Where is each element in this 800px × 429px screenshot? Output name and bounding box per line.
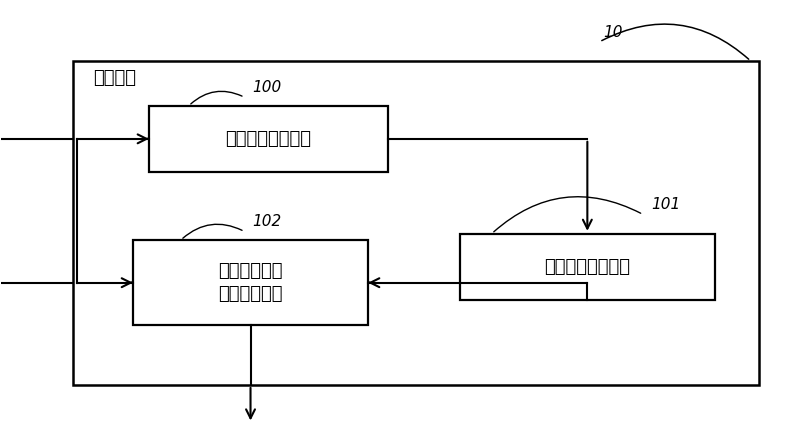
Text: 校准因子计算模块: 校准因子计算模块 bbox=[226, 130, 311, 148]
Bar bbox=[73, 61, 758, 385]
Text: 102: 102 bbox=[253, 214, 282, 230]
Text: 10: 10 bbox=[603, 25, 622, 40]
Text: 101: 101 bbox=[651, 197, 680, 212]
Bar bbox=[149, 106, 388, 172]
Text: 校准装置: 校准装置 bbox=[93, 69, 136, 87]
Bar bbox=[133, 240, 368, 325]
Text: 100: 100 bbox=[253, 80, 282, 95]
Text: 校准接收信道
估计矩阵模块: 校准接收信道 估计矩阵模块 bbox=[218, 262, 282, 303]
Text: 校准因子存储模块: 校准因子存储模块 bbox=[544, 258, 630, 276]
Bar bbox=[460, 234, 715, 300]
